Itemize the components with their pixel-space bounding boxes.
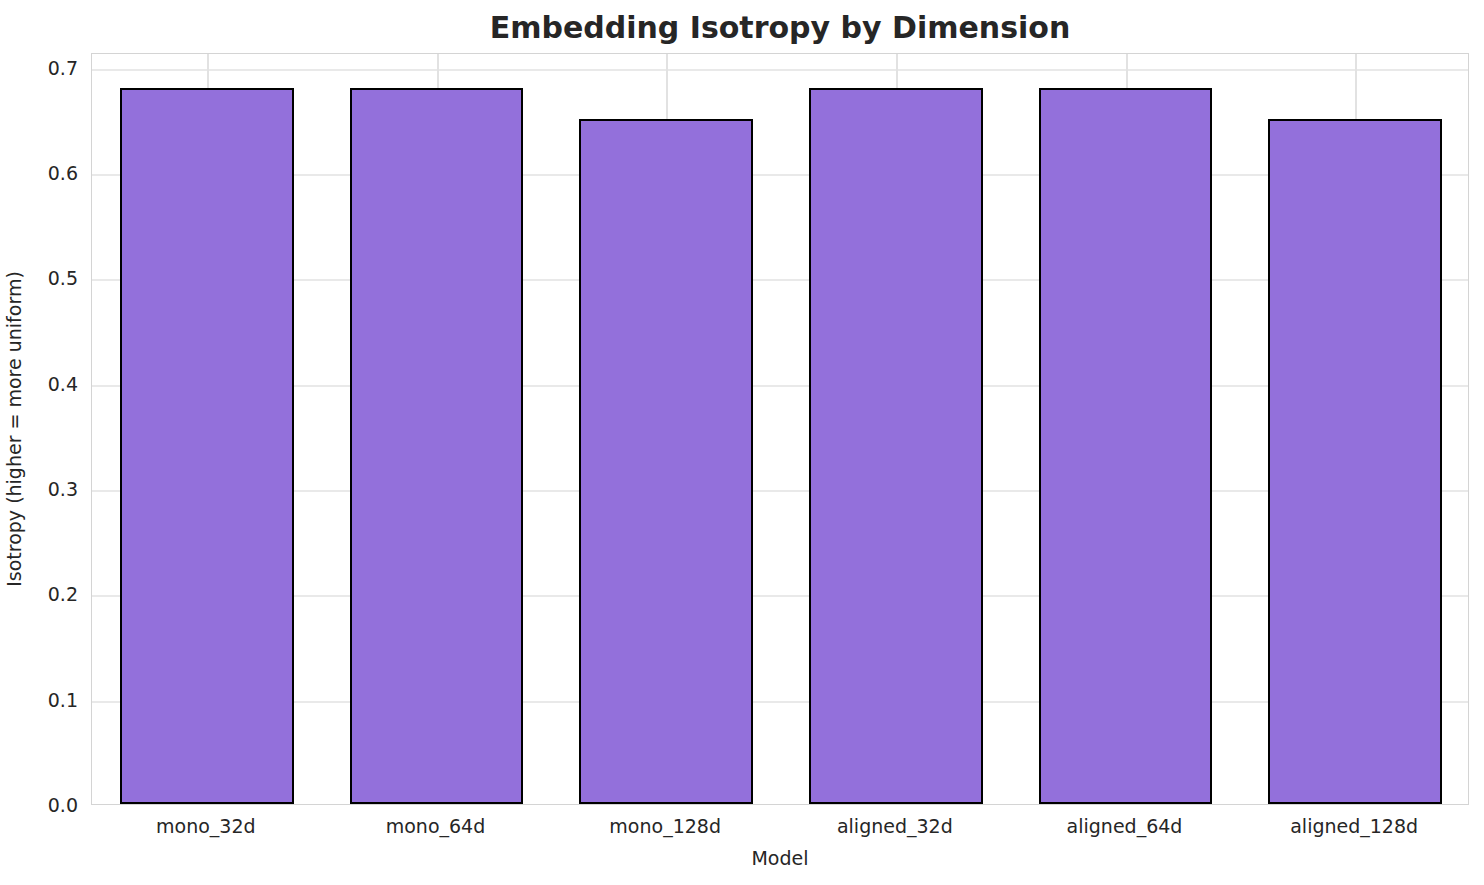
- xtick-mono_128d: mono_128d: [609, 815, 721, 837]
- h-gridline-0.4: [92, 385, 1468, 387]
- h-gridline-0.7: [92, 69, 1468, 71]
- xtick-mono_32d: mono_32d: [156, 815, 256, 837]
- bar-mono_64d: [350, 88, 524, 804]
- ytick-0.6: 0.6: [48, 162, 78, 184]
- h-gridline-0.2: [92, 595, 1468, 597]
- ytick-0.2: 0.2: [48, 583, 78, 605]
- xtick-aligned_128d: aligned_128d: [1290, 815, 1418, 837]
- bar-aligned_32d: [809, 88, 983, 804]
- y-axis-label: Isotropy (higher = more uniform): [3, 271, 25, 587]
- h-gridline-0.3: [92, 490, 1468, 492]
- ytick-0.1: 0.1: [48, 689, 78, 711]
- h-gridline-0.6: [92, 174, 1468, 176]
- bar-aligned_128d: [1268, 119, 1442, 804]
- xtick-aligned_64d: aligned_64d: [1067, 815, 1183, 837]
- ytick-0.5: 0.5: [48, 267, 78, 289]
- ytick-0.4: 0.4: [48, 373, 78, 395]
- ytick-0.0: 0.0: [48, 794, 78, 816]
- bar-aligned_64d: [1039, 88, 1213, 804]
- plot-area: [91, 53, 1469, 805]
- h-gridline-0.1: [92, 701, 1468, 703]
- chart-title: Embedding Isotropy by Dimension: [91, 10, 1469, 45]
- xtick-mono_64d: mono_64d: [386, 815, 486, 837]
- bar-mono_128d: [579, 119, 753, 804]
- ytick-0.7: 0.7: [48, 57, 78, 79]
- h-gridline-0.5: [92, 279, 1468, 281]
- bar-mono_32d: [120, 88, 294, 804]
- xtick-aligned_32d: aligned_32d: [837, 815, 953, 837]
- bar-chart-figure: Embedding Isotropy by Dimension 0.0 0.1 0.…: [0, 0, 1484, 885]
- ytick-0.3: 0.3: [48, 478, 78, 500]
- x-axis-label: Model: [91, 847, 1469, 869]
